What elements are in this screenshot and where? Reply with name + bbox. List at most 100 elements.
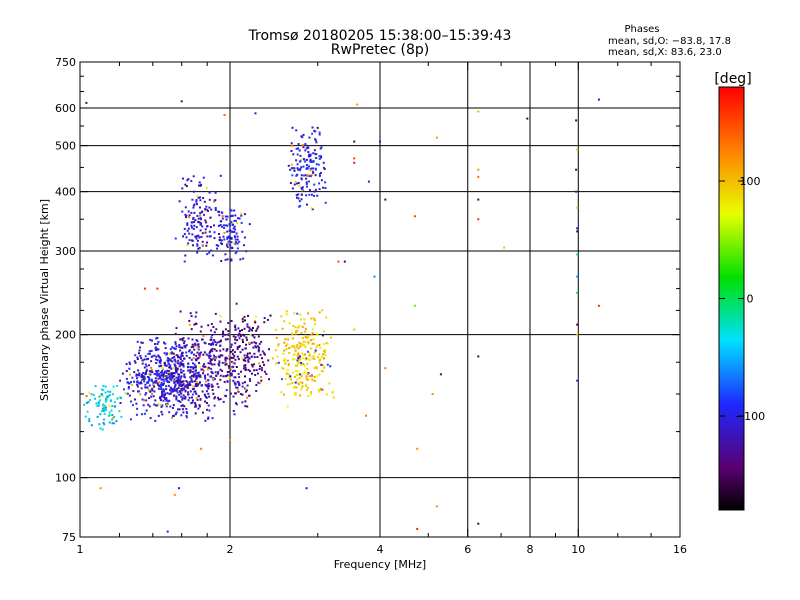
data-point xyxy=(194,342,197,345)
data-point xyxy=(228,366,231,369)
data-point xyxy=(185,214,188,217)
data-point xyxy=(208,251,211,254)
data-point xyxy=(135,402,138,405)
data-point xyxy=(299,159,302,162)
data-point xyxy=(174,343,177,345)
data-point xyxy=(307,312,310,315)
data-point xyxy=(228,223,231,226)
data-point xyxy=(236,355,239,358)
data-point xyxy=(195,354,198,357)
data-point xyxy=(102,385,105,388)
data-point xyxy=(109,390,112,393)
data-point xyxy=(302,353,305,356)
data-point xyxy=(176,362,179,365)
data-point xyxy=(196,235,199,237)
data-point xyxy=(198,382,201,385)
data-point xyxy=(195,378,198,381)
data-point xyxy=(306,203,308,206)
data-point xyxy=(99,427,102,430)
data-point xyxy=(259,365,261,368)
data-point xyxy=(160,378,163,381)
data-point xyxy=(183,405,186,408)
data-point xyxy=(314,188,317,191)
data-point xyxy=(161,395,163,398)
data-point xyxy=(187,210,190,213)
data-point xyxy=(129,418,132,421)
data-point xyxy=(238,346,241,348)
data-point xyxy=(296,354,299,357)
data-point xyxy=(310,167,313,170)
data-point xyxy=(99,413,102,416)
data-point xyxy=(90,424,93,427)
data-point xyxy=(168,352,171,355)
data-point xyxy=(186,386,189,389)
data-point xyxy=(167,370,170,372)
data-point xyxy=(291,358,294,361)
data-point xyxy=(197,348,200,351)
data-point xyxy=(238,217,241,220)
data-point xyxy=(230,237,233,239)
data-point xyxy=(197,357,200,359)
data-point xyxy=(223,114,226,116)
data-point xyxy=(240,221,243,224)
data-point xyxy=(159,397,161,400)
data-point xyxy=(163,389,166,392)
data-point xyxy=(138,349,141,352)
data-point xyxy=(160,364,163,367)
data-point xyxy=(296,182,298,185)
data-point xyxy=(179,349,182,352)
data-point xyxy=(214,371,217,374)
data-point xyxy=(224,333,227,336)
data-point xyxy=(234,238,237,241)
data-point xyxy=(306,363,309,365)
data-point xyxy=(230,357,233,359)
data-point xyxy=(302,165,305,168)
data-point xyxy=(86,410,89,413)
data-point xyxy=(313,342,315,345)
data-point xyxy=(160,381,163,384)
data-point xyxy=(88,418,91,420)
data-point xyxy=(218,364,221,367)
data-point xyxy=(298,149,301,152)
data-point xyxy=(185,216,187,219)
data-point xyxy=(175,345,178,348)
data-point xyxy=(202,353,205,356)
data-point xyxy=(320,155,322,158)
data-point xyxy=(247,356,250,359)
data-point xyxy=(185,344,188,347)
data-point xyxy=(241,401,244,404)
data-point xyxy=(194,380,197,383)
data-point xyxy=(214,341,217,343)
data-point xyxy=(300,166,303,169)
data-point xyxy=(165,364,168,367)
data-point xyxy=(298,324,301,327)
data-point xyxy=(203,351,206,354)
data-point xyxy=(196,251,199,254)
data-point xyxy=(300,178,303,181)
data-point xyxy=(285,344,287,347)
data-point xyxy=(168,411,171,414)
data-point xyxy=(306,379,309,382)
data-point xyxy=(229,236,231,238)
data-point xyxy=(138,352,140,355)
data-point xyxy=(283,360,286,363)
data-point xyxy=(225,218,228,221)
data-point xyxy=(229,356,232,359)
data-point xyxy=(98,423,101,426)
data-point xyxy=(240,212,243,215)
data-point xyxy=(141,359,144,362)
data-point xyxy=(254,321,257,324)
data-point xyxy=(296,326,299,329)
data-point xyxy=(196,384,199,387)
data-point xyxy=(200,368,203,371)
data-point xyxy=(221,215,224,218)
data-point xyxy=(193,323,196,326)
data-point xyxy=(214,209,217,211)
data-point xyxy=(202,176,205,179)
data-point xyxy=(104,408,106,411)
data-point xyxy=(274,349,277,352)
data-point xyxy=(164,397,167,400)
data-point xyxy=(200,447,203,450)
data-point xyxy=(233,354,236,357)
data-point xyxy=(200,183,203,186)
